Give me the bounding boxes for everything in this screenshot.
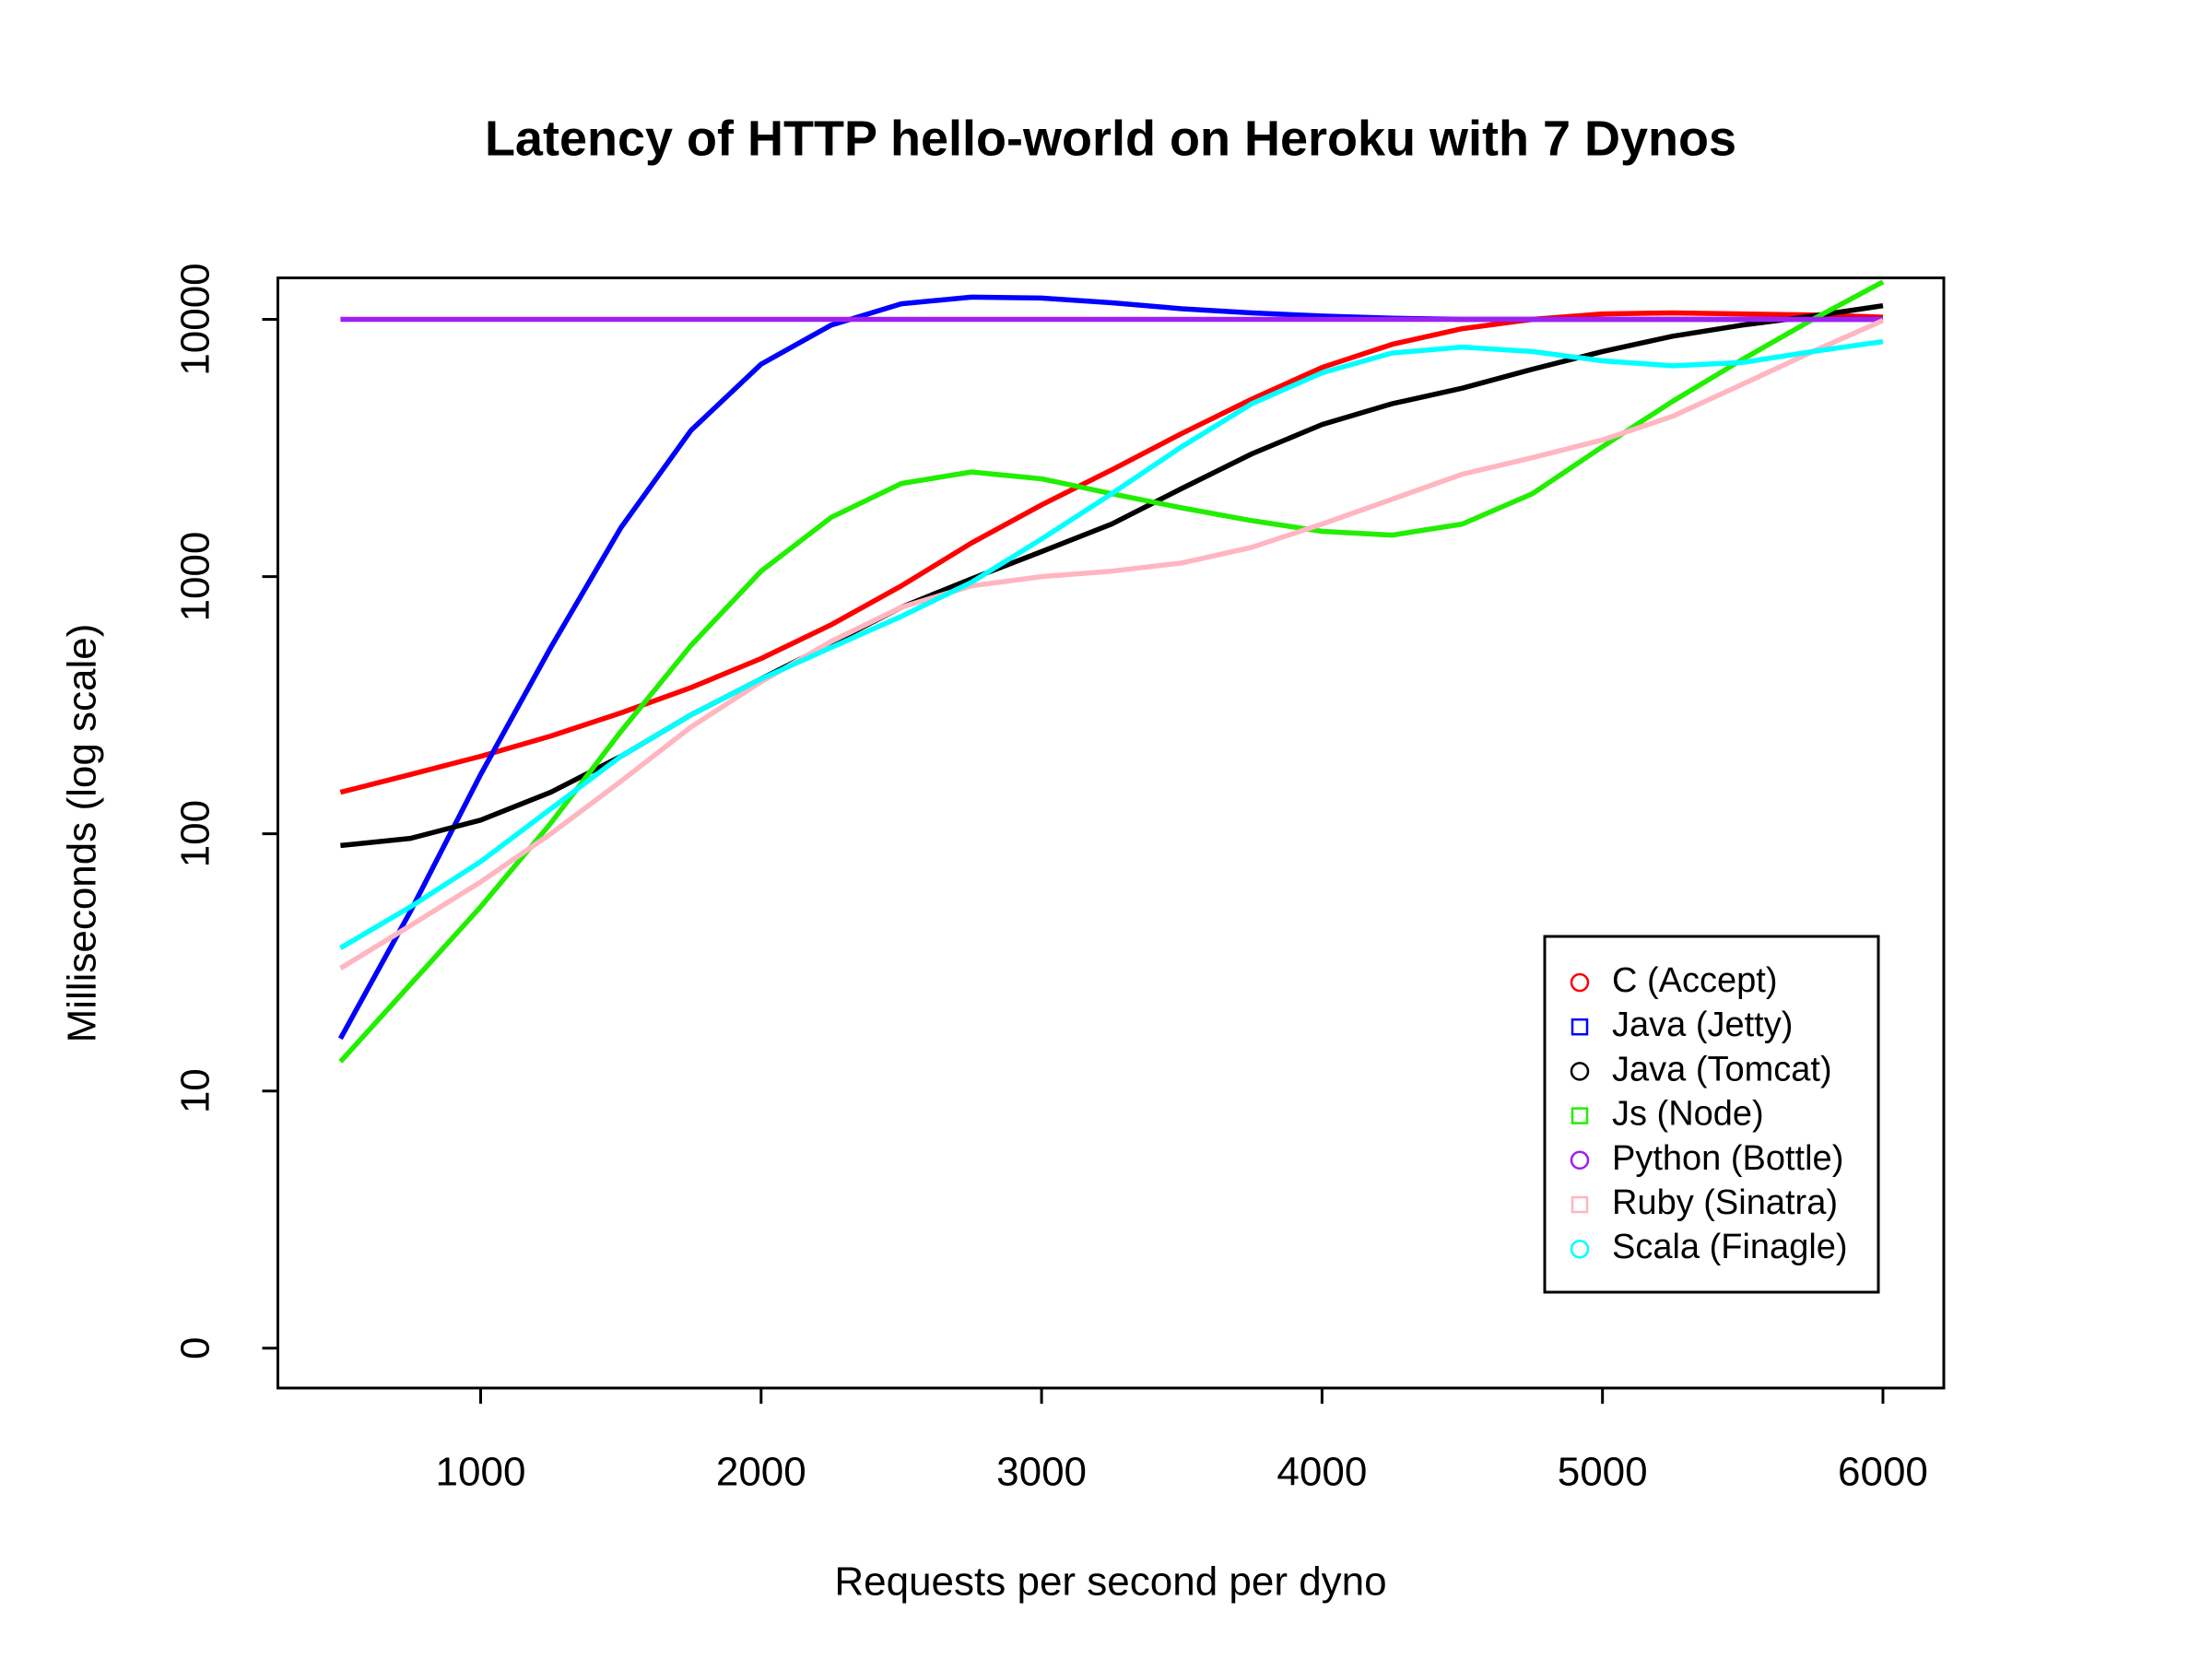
legend-marker [1571,1018,1589,1036]
series-line [340,302,1884,849]
series-line [337,294,1883,1041]
x-tick-label: 3000 [996,1450,1087,1495]
x-tick-label: 5000 [1558,1450,1648,1495]
legend-label: Python (Bottle) [1612,1139,1843,1178]
y-tick-label: 0 [173,1337,218,1359]
legend-marker [1570,1150,1590,1171]
series-line [338,318,1885,971]
legend-marker [1570,1062,1590,1081]
x-axis-label: Requests per second per dyno [834,1559,1386,1605]
y-tick-label: 10000 [173,263,218,375]
x-tick-label: 1000 [436,1450,526,1495]
legend-marker [1570,972,1590,993]
y-tick-label: 100 [173,800,218,867]
legend-marker [1570,1239,1590,1259]
legend-label: Java (Tomcat) [1612,1050,1832,1088]
x-tick-label: 6000 [1838,1450,1928,1495]
chart-title: Latency of HTTP hello-world on Heroku wi… [485,111,1736,166]
legend-marker [1571,1107,1589,1124]
legend-label: C (Accept) [1612,961,1777,1000]
legend-box [1543,935,1880,1294]
y-tick-label: 1000 [173,532,218,622]
x-tick-label: 4000 [1277,1450,1367,1495]
legend-label: Java (Jetty) [1612,1006,1793,1044]
legend-label: Js (Node) [1612,1095,1764,1134]
y-tick-label: 10 [173,1068,218,1113]
x-tick-label: 2000 [716,1450,806,1495]
series-line [339,338,1884,950]
legend-label: Ruby (Sinatra) [1612,1183,1838,1222]
y-axis-label: Milliseconds (log scale) [60,624,105,1043]
legend-marker [1571,1195,1589,1214]
legend-label: Scala (Finagle) [1612,1228,1848,1266]
series-line [339,310,1884,795]
